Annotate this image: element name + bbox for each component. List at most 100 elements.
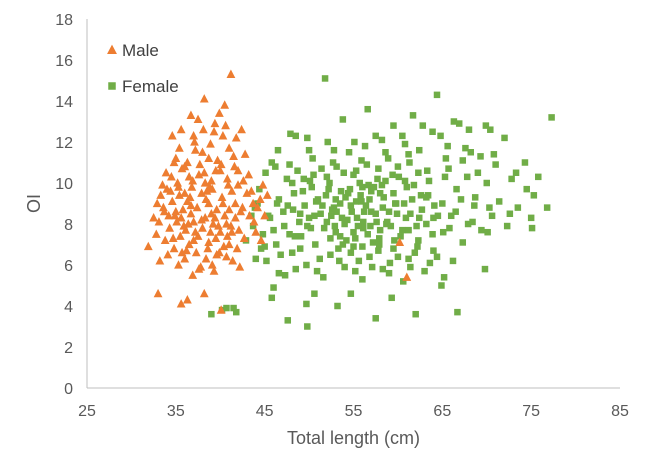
female-point	[449, 257, 457, 265]
female-point	[332, 228, 339, 236]
data-points	[143, 69, 555, 330]
female-point	[360, 218, 367, 226]
male-point	[186, 208, 196, 218]
female-point	[344, 190, 352, 197]
male-point	[159, 206, 169, 216]
female-point	[483, 179, 490, 187]
male-point	[164, 211, 174, 220]
female-point	[360, 208, 368, 215]
female-point	[292, 132, 300, 140]
male-point	[169, 157, 179, 167]
female-point	[399, 226, 406, 234]
female-point	[467, 149, 475, 156]
female-point	[270, 284, 277, 291]
y-tick-label: 4	[64, 299, 73, 316]
female-point	[415, 146, 423, 154]
x-tick-label: 75	[522, 403, 540, 420]
female-point	[330, 204, 338, 211]
male-point	[258, 180, 268, 189]
male-point	[204, 237, 214, 247]
female-point	[465, 126, 473, 133]
female-point	[415, 214, 423, 222]
female-point	[419, 122, 427, 129]
female-point	[395, 173, 403, 181]
female-point	[488, 212, 496, 220]
male-point	[224, 143, 234, 152]
female-point	[376, 226, 384, 234]
female-point	[512, 169, 520, 176]
male-point	[235, 262, 245, 271]
male-point	[201, 254, 211, 263]
female-point	[372, 132, 379, 140]
male-point	[233, 180, 243, 189]
male-point	[251, 227, 261, 236]
male-point	[234, 225, 244, 234]
square-marker-icon	[108, 82, 116, 90]
male-point	[189, 217, 198, 226]
female-point	[459, 157, 467, 164]
male-point	[182, 245, 191, 255]
male-point	[190, 145, 200, 154]
male-point	[149, 213, 159, 222]
female-point	[311, 212, 318, 220]
female-point	[372, 315, 379, 322]
male-point	[177, 247, 187, 257]
male-point	[245, 211, 254, 220]
male-point	[402, 272, 412, 281]
male-point	[204, 153, 214, 162]
male-point	[155, 256, 165, 265]
female-point	[319, 202, 326, 209]
female-point	[433, 91, 441, 99]
male-point	[210, 118, 220, 128]
female-point	[486, 204, 493, 211]
female-point	[439, 228, 447, 236]
male-point	[167, 131, 177, 140]
legend-item-male: Male	[107, 41, 159, 60]
female-point	[354, 222, 362, 230]
female-point	[358, 157, 365, 164]
female-point	[275, 196, 283, 203]
legend-label: Male	[122, 41, 159, 60]
male-point	[198, 147, 207, 156]
female-point	[431, 202, 438, 209]
female-point	[327, 235, 334, 242]
female-point	[284, 317, 292, 324]
female-point	[286, 161, 293, 168]
female-point	[304, 323, 311, 330]
male-point	[239, 233, 249, 242]
female-point	[394, 163, 402, 170]
female-point	[385, 208, 393, 215]
female-point	[312, 241, 319, 248]
male-point	[253, 202, 262, 212]
female-point	[490, 151, 498, 158]
female-point	[257, 245, 265, 252]
male-point	[160, 235, 170, 244]
legend-item-female: Female	[108, 77, 179, 96]
female-point	[251, 204, 259, 211]
male-point	[238, 202, 247, 212]
male-point	[244, 170, 254, 179]
female-point	[452, 208, 459, 215]
female-point	[413, 222, 420, 230]
female-point	[375, 165, 382, 172]
female-point	[409, 112, 417, 119]
female-point	[335, 245, 342, 252]
male-point	[230, 161, 239, 171]
female-point	[306, 177, 314, 185]
male-point	[167, 196, 177, 206]
female-point	[530, 192, 538, 199]
female-point	[379, 204, 387, 211]
male-point	[248, 198, 258, 208]
female-point	[484, 228, 491, 236]
female-point	[382, 149, 389, 156]
female-point	[506, 210, 514, 217]
female-point	[426, 259, 434, 267]
male-point	[151, 229, 161, 238]
female-point	[390, 122, 397, 129]
female-point	[423, 220, 430, 228]
female-point	[429, 231, 436, 238]
female-point	[457, 196, 465, 203]
female-point	[303, 261, 310, 269]
female-point	[392, 200, 400, 207]
female-point	[291, 233, 299, 240]
